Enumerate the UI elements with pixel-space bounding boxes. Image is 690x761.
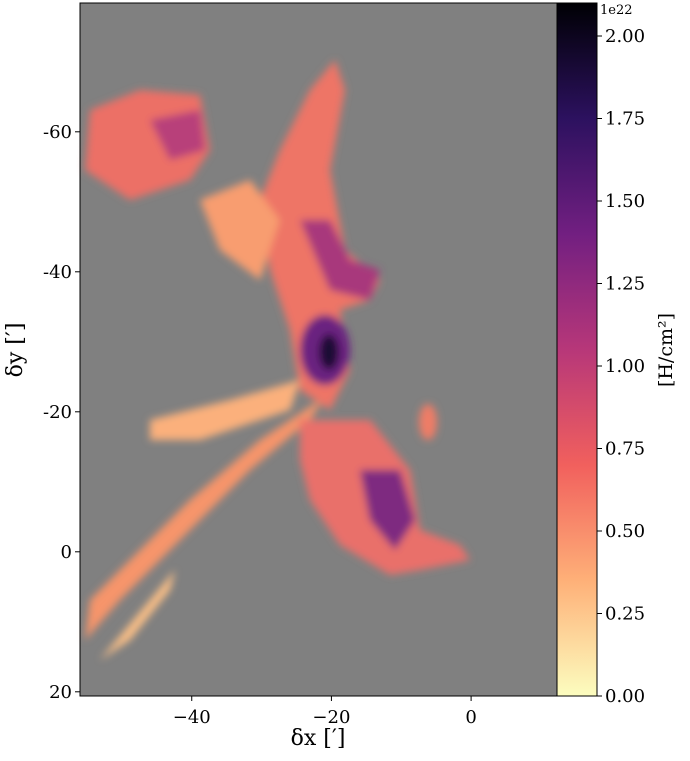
colorbar-tick-label: 1.25	[605, 274, 645, 295]
x-axis-label: δx [′]	[291, 726, 346, 751]
x-tick-label: 0	[465, 707, 476, 728]
colorbar-label: [H/cm²]	[655, 313, 677, 387]
y-tick-label: -40	[43, 262, 72, 283]
x-tick-label: −20	[312, 707, 350, 728]
colorbar-frame	[556, 2, 598, 697]
y-tick-label: -20	[43, 402, 72, 423]
colorbar-tick-label: 0.50	[605, 521, 645, 542]
colorbar-tick-label: 2.00	[605, 26, 645, 47]
x-tick-label: −40	[173, 707, 211, 728]
colorbar-tick-label: 0.75	[605, 439, 645, 460]
colorbar-tick-label: 0.25	[605, 604, 645, 625]
colorbar-tick-label: 1.50	[605, 191, 645, 212]
y-tick-label: 0	[61, 542, 72, 563]
colorbar-tick-label: 1.00	[605, 356, 645, 377]
y-tick-label: 20	[49, 682, 72, 703]
colorbar-offset: 1e22	[600, 3, 633, 18]
y-axis-label: δy [′]	[3, 323, 28, 378]
colorbar-tick-label: 1.75	[605, 109, 645, 130]
column-density-map	[85, 60, 470, 660]
y-tick-label: -60	[43, 122, 72, 143]
colorbar	[557, 3, 597, 696]
colorbar-tick-label: 0.00	[605, 686, 645, 707]
